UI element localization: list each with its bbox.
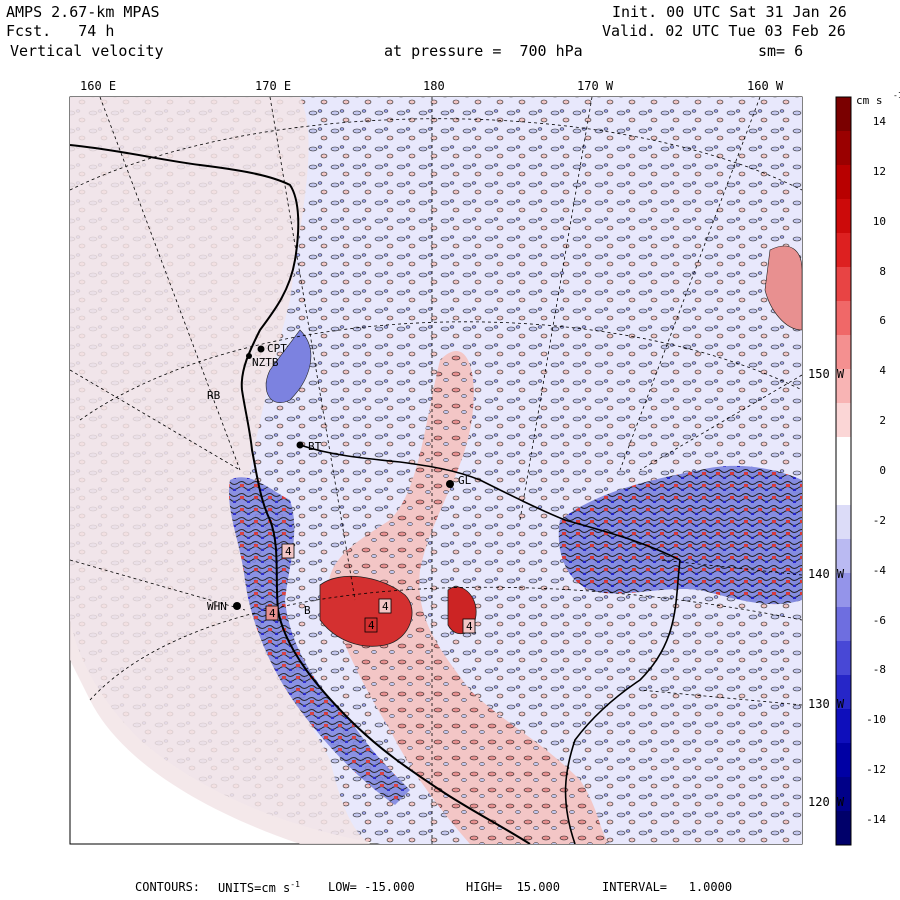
colorbar-swatch bbox=[836, 607, 851, 642]
parallel-lines bbox=[70, 118, 802, 701]
field-name: Vertical velocity bbox=[10, 42, 164, 60]
station-label-bt: BT bbox=[308, 440, 322, 453]
station-label-whn: WHN bbox=[207, 600, 227, 613]
lon-tick-180: 180 bbox=[423, 79, 445, 93]
colorbar-swatch bbox=[836, 267, 851, 302]
colorbar-border bbox=[835, 96, 852, 846]
colorbar-units: cm s bbox=[856, 94, 883, 107]
footer-units-text: UNITS=cm s bbox=[218, 881, 291, 895]
footer-units-exponent: -1 bbox=[290, 880, 300, 889]
colorbar-swatch bbox=[836, 131, 851, 166]
lon-tick-170e: 170 E bbox=[255, 79, 292, 93]
colorbar-label: -4 bbox=[872, 563, 886, 577]
colorbar-swatch bbox=[836, 437, 851, 472]
pressure-level: at pressure = 700 hPa bbox=[384, 42, 583, 60]
updraft-plume bbox=[328, 350, 610, 844]
footer-contours: CONTOURS: bbox=[135, 880, 201, 894]
colorbar-label: -8 bbox=[872, 663, 886, 677]
colorbar-units-exponent: -1 bbox=[893, 91, 900, 100]
station-dot-gl bbox=[446, 480, 454, 488]
station-markers bbox=[233, 345, 454, 610]
meridian-lines bbox=[70, 97, 802, 844]
colorbar-label: 14 bbox=[872, 114, 886, 128]
lon-tick-120w: 120 W bbox=[808, 795, 845, 809]
colorbar-swatch bbox=[836, 471, 851, 506]
colorbar-label: -12 bbox=[866, 763, 886, 777]
grounding-line bbox=[564, 559, 681, 844]
colorbar bbox=[835, 96, 852, 846]
lon-tick-170w: 170 W bbox=[577, 79, 614, 93]
contour-label-4: 4 bbox=[368, 619, 375, 632]
lon-tick-140w: 140 W bbox=[808, 567, 845, 581]
contour-label-2: 4 bbox=[382, 600, 389, 613]
colorbar-swatch bbox=[836, 709, 851, 744]
contour-label-3: 4 bbox=[466, 620, 473, 633]
light-updraft-region bbox=[70, 97, 370, 844]
colorbar-label: -10 bbox=[866, 713, 886, 727]
colorbar-swatch bbox=[836, 97, 851, 132]
contour-labels: 4 4 4 4 4 bbox=[265, 543, 476, 634]
colorbar-swatch bbox=[836, 233, 851, 268]
footer-interval: INTERVAL= 1.0000 bbox=[602, 880, 733, 894]
colorbar-swatch bbox=[836, 369, 851, 404]
station-label-rb: RB bbox=[207, 389, 221, 402]
station-label-gl: GL bbox=[458, 474, 472, 487]
colorbar-label: 0 bbox=[879, 464, 886, 477]
colorbar-swatch bbox=[836, 165, 851, 200]
colorbar-label: 8 bbox=[879, 264, 886, 278]
valid-time: Valid. 02 UTC Tue 03 Feb 26 bbox=[602, 22, 846, 40]
lon-tick-150w: 150 W bbox=[808, 367, 845, 381]
coastline bbox=[70, 144, 531, 844]
colorbar-swatch bbox=[836, 777, 851, 812]
colorbar-label: 10 bbox=[872, 214, 886, 228]
upper-right-updraft bbox=[764, 245, 802, 331]
colorbar-swatch bbox=[836, 403, 851, 438]
lon-tick-160w: 160 W bbox=[747, 79, 784, 93]
station-label-cpt: CPT bbox=[267, 342, 287, 355]
colorbar-swatch bbox=[836, 539, 851, 574]
colorbar-swatch bbox=[836, 199, 851, 234]
footer-high: HIGH= 15.000 bbox=[466, 880, 560, 894]
lon-tick-160e: 160 E bbox=[80, 79, 117, 93]
downdraft-band bbox=[265, 329, 312, 403]
mountain-wave-zone-left bbox=[228, 477, 410, 805]
colorbar-label: -14 bbox=[866, 813, 886, 827]
mountain-wave-zone-right bbox=[558, 465, 802, 605]
station-dot-bt bbox=[296, 441, 304, 449]
station-dot-cpt bbox=[257, 345, 265, 353]
colorbar-label: -2 bbox=[872, 513, 886, 527]
footer-low: LOW= -15.000 bbox=[328, 880, 415, 894]
colorbar-label: 2 bbox=[879, 414, 886, 428]
station-labels: CPT NZTB RB BT GL WHN B bbox=[207, 342, 472, 617]
colorbar-swatch bbox=[836, 641, 851, 676]
colorbar-swatch bbox=[836, 675, 851, 710]
colorbar-swatch bbox=[836, 301, 851, 336]
footer-units: UNITS=cm s-1 bbox=[218, 880, 300, 895]
lon-tick-130w: 130 W bbox=[808, 697, 845, 711]
colorbar-swatch bbox=[836, 505, 851, 540]
colorbar-swatch bbox=[836, 811, 851, 846]
station-dot-whn bbox=[233, 602, 241, 610]
ice-shelf-front bbox=[299, 444, 681, 561]
model-title: AMPS 2.67-km MPAS bbox=[6, 3, 160, 21]
colorbar-swatch bbox=[836, 743, 851, 778]
forecast-hour: Fcst. 74 h bbox=[6, 22, 115, 40]
station-label-b: B bbox=[304, 604, 311, 617]
station-dot-nztb bbox=[246, 353, 252, 359]
colorbar-label: 12 bbox=[872, 164, 886, 178]
colorbar-swatch bbox=[836, 573, 851, 608]
colorbar-label: -6 bbox=[872, 613, 886, 627]
colorbar-label: 4 bbox=[879, 364, 886, 378]
smoothing-value: sm= 6 bbox=[758, 42, 804, 60]
colorbar-swatch bbox=[836, 335, 851, 370]
updraft-core bbox=[319, 575, 413, 647]
init-time: Init. 00 UTC Sat 31 Jan 26 bbox=[612, 3, 847, 21]
contour-label-1: 4 bbox=[285, 545, 292, 558]
station-label-nztb: NZTB bbox=[252, 356, 279, 369]
contour-label-5: 4 bbox=[269, 607, 276, 620]
colorbar-label: 6 bbox=[879, 314, 886, 328]
